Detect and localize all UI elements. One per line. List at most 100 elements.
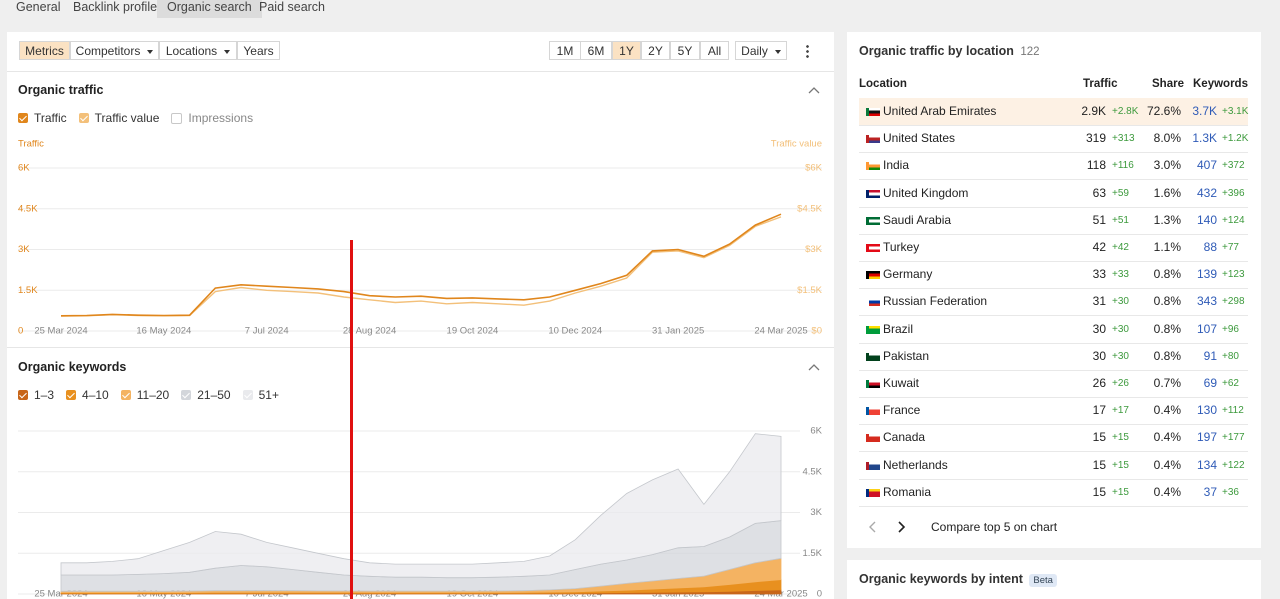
flag: [866, 407, 880, 416]
country: France: [883, 403, 921, 418]
badge: Beta: [1029, 574, 1057, 587]
y-tick-label: 1.5K: [18, 285, 38, 296]
y-tick-label: 4.5K: [802, 466, 822, 477]
section-title: Organic keywords: [18, 360, 127, 374]
keywords[interactable]: 140: [1196, 212, 1217, 227]
table-row[interactable]: Kuwait 26 +26 0.7% 69 +62: [859, 370, 1248, 398]
range-button[interactable]: 5Y: [670, 41, 700, 60]
y2-tick-label: $6K: [805, 163, 823, 174]
checkbox: [18, 113, 28, 123]
traffic-change: +17: [1112, 405, 1129, 417]
country: United States: [883, 131, 956, 146]
compare-link[interactable]: Compare top 5 on chart: [931, 520, 1058, 534]
keywords[interactable]: 139: [1196, 267, 1217, 282]
tab[interactable]: Organic search: [157, 0, 262, 18]
tab[interactable]: Backlink profile: [73, 0, 158, 14]
column-header[interactable]: Traffic: [1083, 78, 1118, 90]
y-tick-label: 0: [817, 589, 822, 599]
keywords[interactable]: 69: [1203, 376, 1217, 390]
table-row[interactable]: United States 319 +313 8.0% 1.3K +1.2K: [859, 125, 1249, 154]
area: [60, 433, 782, 579]
legend-item[interactable]: Traffic value: [78, 111, 159, 125]
traffic: 31: [1092, 294, 1106, 309]
range-button[interactable]: All: [700, 41, 729, 60]
table-row[interactable]: Pakistan 30 +30 0.8% 91 +80: [859, 343, 1248, 371]
traffic-change: +30: [1112, 296, 1129, 308]
legend-item[interactable]: 21–50: [181, 388, 231, 402]
keywords[interactable]: 197: [1196, 430, 1217, 445]
prev-page[interactable]: [869, 521, 876, 533]
traffic: 33: [1092, 267, 1106, 282]
next-page[interactable]: [898, 521, 906, 533]
keywords-change: +96: [1222, 323, 1239, 335]
x-tick-label: 10 Dec 2024: [548, 326, 602, 337]
keywords[interactable]: 3.7K: [1192, 104, 1217, 118]
traffic-change: +15: [1112, 486, 1129, 498]
keywords[interactable]: 37: [1203, 484, 1217, 499]
keywords[interactable]: 134: [1196, 457, 1217, 472]
legend-item[interactable]: 1–3: [18, 388, 54, 402]
collapse-icon[interactable]: [807, 85, 821, 95]
column-header[interactable]: Share: [1152, 78, 1184, 90]
legend-item[interactable]: Impressions: [171, 111, 253, 125]
keywords-change: +1.2K: [1222, 133, 1249, 145]
table-row[interactable]: Turkey 42 +42 1.1% 88 +77: [859, 234, 1248, 262]
range-button[interactable]: 2Y: [641, 41, 670, 60]
keywords[interactable]: 432: [1196, 185, 1217, 200]
divider: [7, 347, 834, 348]
country: Russian Federation: [883, 294, 988, 309]
keywords[interactable]: 343: [1196, 294, 1217, 309]
share: 1.6%: [1153, 185, 1181, 200]
country: Netherlands: [883, 457, 948, 472]
toolbar-button[interactable]: Years: [237, 41, 280, 60]
toolbar-button[interactable]: Locations: [159, 41, 237, 60]
column-header[interactable]: Keywords: [1193, 78, 1248, 90]
range-button[interactable]: 1Y: [612, 41, 641, 60]
flag: [866, 298, 880, 307]
more-menu[interactable]: [806, 44, 809, 58]
table-row[interactable]: France 17 +17 0.4% 130 +112: [859, 397, 1248, 426]
table-row[interactable]: Romania 15 +15 0.4% 37 +36: [859, 479, 1248, 507]
traffic-change: +2.8K: [1112, 106, 1139, 117]
keywords[interactable]: 407: [1196, 158, 1217, 173]
collapse-icon[interactable]: [807, 362, 821, 372]
traffic-change: +59: [1112, 187, 1129, 199]
keywords[interactable]: 88: [1203, 240, 1217, 254]
table-row[interactable]: Russian Federation 31 +30 0.8% 343 +298: [859, 288, 1248, 317]
tab[interactable]: Paid search: [259, 0, 326, 14]
legend-item[interactable]: 4–10: [66, 388, 109, 402]
keywords[interactable]: 130: [1196, 403, 1217, 418]
checkbox: [66, 390, 77, 400]
share: 1.3%: [1153, 212, 1181, 227]
toolbar-button[interactable]: Metrics: [19, 41, 70, 60]
legend-item[interactable]: 11–20: [120, 388, 169, 402]
table-row[interactable]: United Kingdom 63 +59 1.6% 432 +396: [859, 180, 1248, 208]
table-row[interactable]: United Arab Emirates 2.9K +2.8K 72.6% 3.7K +3…: [859, 98, 1248, 126]
table-row[interactable]: Netherlands 15 +15 0.4% 134 +122: [859, 452, 1248, 480]
y2-tick-label: $0: [811, 326, 822, 337]
checkbox: [120, 390, 131, 400]
interval-dropdown[interactable]: Daily: [735, 41, 787, 60]
line: [60, 213, 782, 317]
traffic-change: +42: [1112, 242, 1129, 253]
toolbar-button[interactable]: Competitors: [70, 41, 159, 60]
table-row[interactable]: Canada 15 +15 0.4% 197 +177: [859, 424, 1248, 453]
pager: [869, 521, 906, 533]
keywords[interactable]: 91: [1203, 348, 1217, 363]
legend-item[interactable]: 51+: [242, 388, 279, 402]
legend-item[interactable]: Traffic: [18, 111, 67, 125]
tab[interactable]: General: [16, 0, 61, 14]
table-row[interactable]: Germany 33 +33 0.8% 139 +123: [859, 261, 1248, 290]
country: Canada: [883, 430, 926, 445]
table-row[interactable]: Saudi Arabia 51 +51 1.3% 140 +124: [859, 207, 1248, 235]
share: 0.8%: [1153, 294, 1181, 309]
keywords[interactable]: 1.3K: [1192, 131, 1217, 146]
table-row[interactable]: India 118 +116 3.0% 407 +372: [859, 152, 1248, 181]
table-row[interactable]: Brazil 30 +30 0.8% 107 +96: [859, 316, 1248, 344]
keywords[interactable]: 107: [1196, 321, 1217, 336]
country: United Arab Emirates: [883, 104, 997, 118]
panel-header: Organic keywords by intent Beta: [859, 572, 1057, 587]
country: United Kingdom: [883, 185, 969, 200]
column-header[interactable]: Location: [859, 78, 907, 90]
range-button[interactable]: 6M: [580, 41, 612, 60]
